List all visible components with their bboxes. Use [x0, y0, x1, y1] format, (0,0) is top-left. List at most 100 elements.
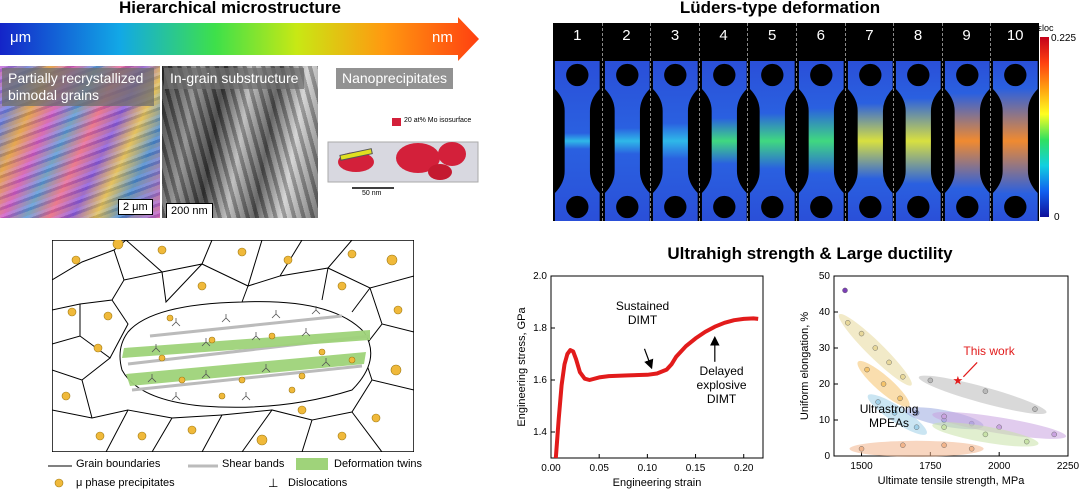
dic-strain-maps: 1 2 3 4 5 6 7 8 9 10 [553, 23, 1039, 221]
microstructure-schematic [51, 238, 415, 453]
data-point [968, 446, 975, 452]
annotation-ultrastrong-mpeas: MPEAs [869, 416, 909, 430]
y-tick-label: 40 [819, 307, 831, 318]
strain-colorbar: εloc 0.225 0 [1038, 23, 1080, 223]
data-point [891, 410, 898, 416]
dog-bone-specimen-icon [896, 61, 941, 221]
micrometer-label: μm [10, 29, 32, 46]
this-work-marker: ★ [952, 373, 963, 387]
data-point [845, 320, 851, 326]
data-point [900, 374, 906, 380]
arrow-icon [643, 348, 654, 370]
x-tick-label: 0.05 [589, 463, 609, 474]
strain-map-frame: 1 [553, 23, 602, 221]
stress-strain-curve [553, 316, 759, 459]
annotation-sustained-dimt: Sustained [616, 299, 669, 313]
colorbar-gradient [1040, 37, 1049, 217]
nanoprecipitate-isosurface-icon [327, 118, 479, 189]
colorbar-min: 0 [1054, 212, 1060, 223]
data-point [900, 442, 906, 448]
shear-band-line-icon [188, 464, 218, 468]
dog-bone-specimen-icon [798, 61, 844, 221]
nanometer-label: nm [432, 29, 453, 46]
data-point [1032, 406, 1038, 412]
hierarchical-title: Hierarchical microstructure [118, 0, 342, 17]
data-point [913, 410, 920, 416]
tem-micrograph: In-grain substructure 200 nm [162, 66, 318, 218]
strength-ductility-chart: 1500 1750 2000 2250 0 10 20 30 40 50 Ultimate tens… [799, 271, 1080, 487]
dog-bone-specimen-icon [847, 61, 893, 221]
plot-frame [550, 275, 764, 459]
data-point [941, 413, 947, 420]
alloy-family-region [849, 440, 984, 457]
dog-bone-specimen-icon [701, 61, 747, 221]
apt-reconstruction: Nanoprecipitates 20 at% Mo isosurface 50… [322, 66, 482, 218]
data-point [913, 424, 920, 430]
frame-number: 5 [768, 27, 777, 44]
alloy-family-region [918, 375, 1047, 415]
data-point [927, 377, 934, 384]
strain-map-frame: 10 [990, 23, 1039, 221]
apt-label: Nanoprecipitates [336, 68, 454, 89]
stress-strain-chart: 0.00 0.05 0.10 0.15 0.20 1.4 1.6 1.8 2.0 Engineer… [516, 271, 764, 489]
grain-boundary-line-icon [48, 465, 72, 467]
colorbar-max: 0.225 [1051, 33, 1077, 44]
annotation-this-work: This work [963, 344, 1015, 358]
y-tick-label: 2.0 [533, 271, 547, 282]
frame-number: 7 [865, 27, 874, 44]
annotation-delayed-dimt: DIMT [707, 392, 737, 406]
strain-map-frame: 4 [698, 23, 748, 221]
deformation-twin-swatch-icon [296, 458, 328, 470]
data-point [897, 395, 903, 402]
x-tick-label: 1750 [919, 461, 942, 472]
data-point [858, 446, 865, 452]
y-tick-label: 1.8 [533, 323, 547, 334]
data-point [880, 381, 887, 387]
data-point [886, 359, 892, 366]
legend-grain-boundaries: Grain boundaries [76, 458, 161, 470]
x-tick-label: 2250 [1057, 461, 1080, 472]
annotation-sustained-dimt: DIMT [628, 313, 658, 327]
x-tick-label: 0.15 [686, 463, 706, 474]
x-tick-label: 0.00 [541, 463, 561, 474]
strain-map-frame: 3 [650, 23, 699, 221]
alloy-family-region [867, 394, 927, 435]
dog-bone-specimen-icon [750, 61, 796, 221]
arrow-icon [962, 361, 978, 378]
strain-map-frame: 7 [844, 23, 894, 221]
y-axis-label: Uniform elongation, % [799, 312, 811, 420]
length-scale-arrow: μm nm [0, 17, 480, 61]
frame-number: 9 [962, 27, 971, 44]
frame-number: 10 [1006, 27, 1024, 44]
data-point [858, 330, 865, 337]
x-axis-label: Engineering strain [613, 477, 702, 489]
ebsd-micrograph: Partially recrystallized bimodal grains … [0, 66, 160, 218]
data-point [842, 287, 848, 294]
data-point [941, 442, 947, 448]
x-tick-label: 0.10 [638, 463, 658, 474]
y-tick-label: 30 [819, 343, 831, 354]
data-point [864, 366, 870, 373]
tem-scalebar: 200 nm [166, 203, 213, 218]
dislocation-symbol-icon: ⊥ [268, 476, 279, 490]
legend-precipitates: μ phase precipitates [76, 477, 175, 489]
data-point [872, 345, 878, 351]
strain-map-frame: 5 [747, 23, 796, 221]
legend-shear-bands: Shear bands [222, 458, 285, 470]
frame-number: 6 [816, 27, 825, 44]
frame-number: 4 [719, 27, 728, 44]
legend-dislocations: Dislocations [288, 477, 348, 489]
annotation-ultrastrong-mpeas: Ultrastrong [860, 402, 919, 416]
strain-map-frame: 9 [941, 23, 991, 221]
annotation-delayed-dimt: Delayed [700, 364, 744, 378]
y-tick-label: 0 [824, 451, 830, 462]
data-point [875, 399, 881, 405]
plot-frame [833, 275, 1069, 457]
dog-bone-specimen-icon [604, 61, 650, 221]
y-tick-label: 10 [819, 415, 831, 426]
x-tick-label: 2000 [988, 461, 1011, 472]
legend-deformation-twins: Deformation twins [334, 458, 423, 470]
dog-bone-specimen-icon [944, 61, 990, 221]
precipitate-dot-icon [54, 478, 64, 488]
dog-bone-specimen-icon [993, 61, 1039, 221]
